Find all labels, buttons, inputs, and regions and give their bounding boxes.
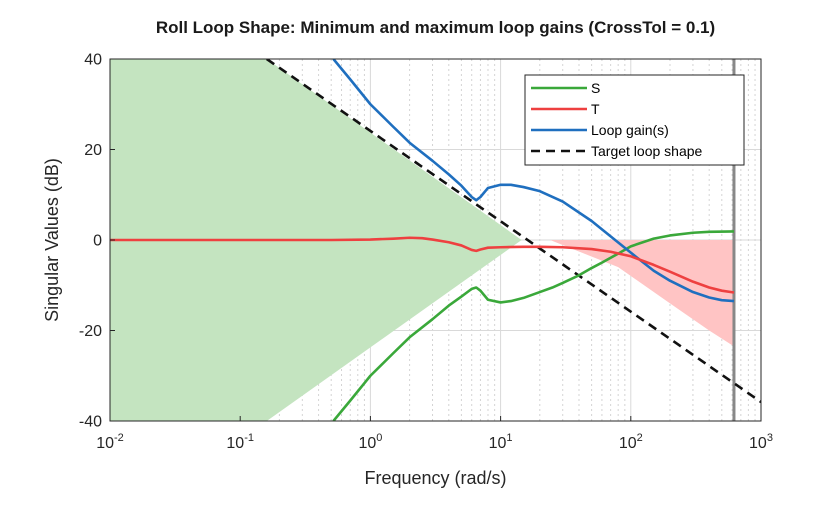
legend: ST Loop gain(s) Target loop shape [524, 74, 745, 166]
x-axis-label: Frequency (rad/s) [364, 468, 506, 488]
legend-item-loop-gain: Loop gain(s) [531, 122, 669, 138]
y-tick-label: -20 [79, 323, 102, 340]
x-ticks: 10-2 10-1 100 101 102 103 [96, 416, 773, 452]
red-region [550, 240, 734, 347]
legend-item-target: Target loop shape [531, 143, 703, 159]
series-lines [110, 59, 761, 421]
legend-item-s: S [531, 80, 600, 96]
x-tick-label: 101 [489, 432, 513, 452]
chart-title: Roll Loop Shape: Minimum and maximum loo… [156, 18, 715, 37]
x-tick-label: 102 [619, 432, 643, 452]
legend-label: Target loop shape [591, 143, 703, 159]
series-t-line [110, 236, 735, 294]
y-tick-label: 0 [93, 233, 102, 250]
series-loop-gain-line [332, 59, 735, 303]
x-tick-label: 10-1 [226, 432, 254, 452]
y-ticks: -40 -20 0 20 40 [79, 52, 115, 431]
x-tick-label: 10-2 [96, 432, 124, 452]
y-tick-label: 40 [84, 52, 102, 69]
y-tick-label: -40 [79, 414, 102, 431]
legend-label: Loop gain(s) [591, 122, 669, 138]
y-axis-label: Singular Values (dB) [42, 158, 62, 322]
x-tick-label: 103 [749, 432, 773, 452]
legend-label: T [591, 101, 600, 117]
x-tick-label: 100 [358, 432, 382, 452]
series-s-line [332, 230, 734, 421]
y-tick-label: 20 [84, 142, 102, 159]
legend-item-t: T [531, 101, 600, 117]
series-target-line [266, 59, 761, 404]
legend-label: S [591, 80, 600, 96]
